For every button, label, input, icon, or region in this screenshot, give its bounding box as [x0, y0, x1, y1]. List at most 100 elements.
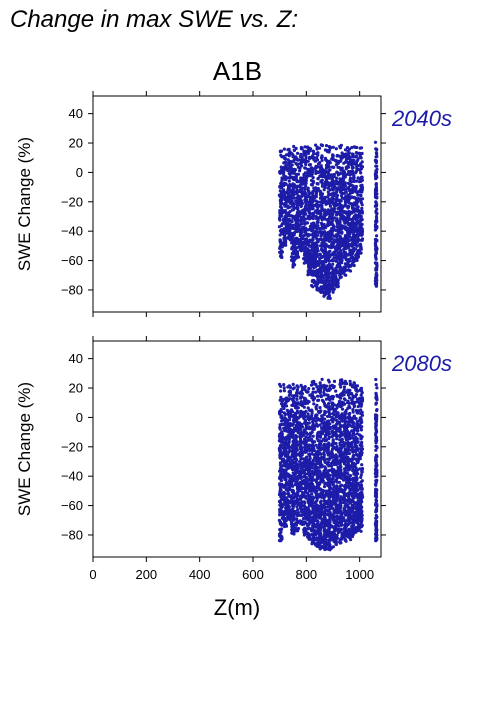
data-point	[348, 248, 352, 252]
data-point	[302, 218, 306, 222]
data-point	[335, 477, 339, 481]
data-points	[277, 377, 379, 552]
data-point	[302, 429, 306, 433]
data-point	[287, 418, 292, 422]
data-point	[307, 266, 312, 271]
data-point	[318, 406, 322, 410]
x-tick-label: 400	[189, 567, 211, 582]
data-point	[298, 169, 302, 173]
data-point	[279, 165, 283, 169]
data-point	[320, 218, 324, 222]
data-point	[313, 514, 318, 518]
data-point	[375, 234, 379, 238]
data-point	[281, 440, 286, 444]
data-point	[287, 147, 291, 151]
data-point	[295, 448, 299, 452]
data-point	[326, 460, 330, 464]
data-point	[287, 219, 291, 223]
data-point	[314, 254, 318, 258]
data-point	[331, 153, 335, 158]
data-point	[302, 172, 306, 177]
data-point	[318, 535, 322, 539]
data-point	[303, 212, 307, 216]
data-point	[327, 387, 331, 391]
data-point	[286, 211, 290, 215]
data-point	[323, 458, 327, 462]
data-point	[281, 515, 286, 519]
data-point	[287, 163, 291, 167]
data-point	[315, 220, 319, 224]
data-point	[334, 274, 338, 278]
data-point	[323, 547, 327, 552]
data-point	[290, 194, 294, 198]
data-point	[327, 145, 331, 149]
data-point	[330, 429, 334, 433]
data-point	[278, 520, 283, 525]
data-point	[338, 177, 342, 181]
data-point	[290, 510, 294, 514]
data-point	[318, 274, 322, 279]
data-point	[311, 447, 315, 451]
data-point	[375, 226, 379, 230]
data-point	[306, 243, 310, 247]
data-point	[311, 442, 315, 446]
data-point	[319, 290, 323, 294]
data-point	[311, 460, 315, 464]
data-point	[318, 388, 322, 392]
data-point	[311, 424, 315, 428]
data-point	[335, 195, 339, 199]
data-point	[318, 462, 322, 466]
data-point	[319, 180, 323, 184]
data-point	[319, 531, 323, 535]
data-point	[314, 244, 318, 248]
data-point	[295, 203, 299, 207]
data-point	[323, 465, 327, 469]
data-point	[304, 409, 308, 413]
data-point	[314, 230, 318, 234]
data-point	[334, 191, 338, 195]
data-point	[350, 152, 354, 156]
data-point	[314, 280, 318, 285]
data-point	[303, 501, 307, 505]
data-point	[358, 250, 362, 254]
data-point	[282, 383, 286, 387]
data-point	[330, 477, 334, 481]
data-point	[302, 533, 306, 537]
x-tick-label: 0	[89, 567, 96, 582]
data-point	[339, 159, 343, 163]
data-point	[310, 206, 314, 210]
data-point	[326, 532, 330, 536]
data-point	[298, 480, 302, 484]
data-point	[318, 528, 322, 533]
data-point	[286, 214, 290, 218]
data-point	[287, 393, 291, 397]
data-point	[310, 258, 314, 263]
data-point	[330, 265, 334, 270]
data-point	[302, 261, 306, 265]
data-point	[336, 233, 340, 237]
data-point	[302, 215, 306, 219]
data-point	[291, 263, 295, 267]
data-point	[320, 158, 324, 162]
data-point	[291, 518, 295, 522]
panel-period-label: 2080s	[391, 351, 452, 376]
data-point	[328, 239, 332, 243]
data-point	[317, 446, 321, 450]
data-point	[352, 228, 356, 232]
data-point	[323, 292, 328, 296]
data-point	[283, 238, 287, 242]
data-point	[310, 233, 315, 237]
data-point	[300, 147, 304, 151]
data-point	[310, 408, 314, 412]
data-point	[286, 429, 290, 433]
data-point	[279, 253, 283, 258]
data-point	[307, 494, 311, 498]
data-point	[374, 147, 378, 151]
data-point	[277, 439, 281, 443]
data-point	[335, 254, 339, 258]
data-point	[338, 172, 342, 176]
data-point	[278, 240, 282, 245]
data-point	[298, 200, 302, 204]
data-point	[323, 251, 327, 255]
data-point	[316, 200, 320, 204]
